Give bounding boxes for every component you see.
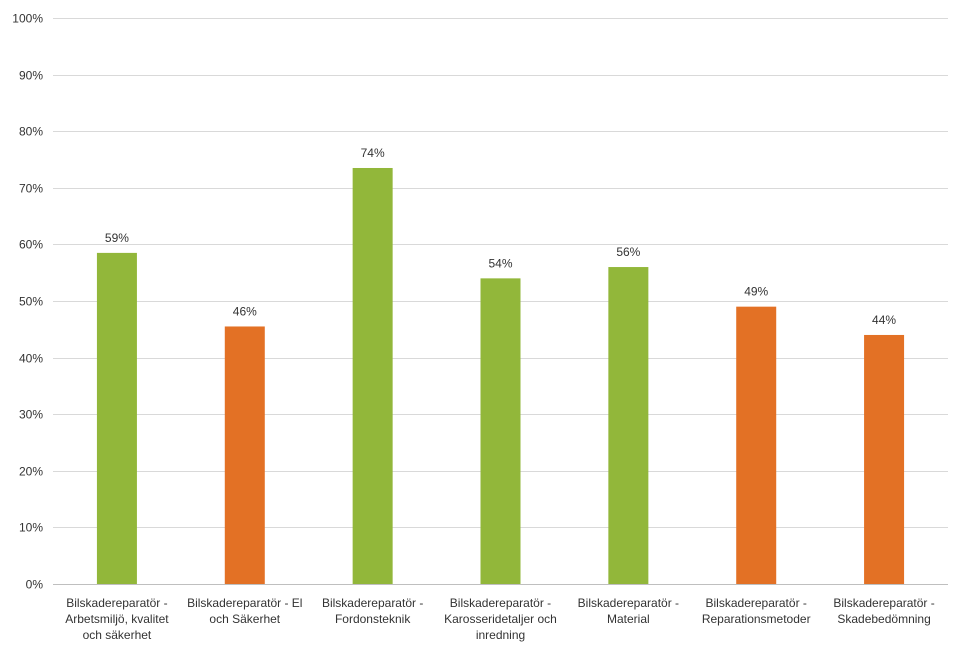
x-category-label: Bilskadereparatör - Arbetsmiljö, kvalitet… bbox=[65, 596, 169, 642]
bars bbox=[96, 167, 905, 585]
bar bbox=[736, 306, 777, 584]
y-tick-label: 50% bbox=[19, 295, 43, 309]
x-category-label-line: Fordonsteknik bbox=[335, 612, 411, 626]
x-category-label-line: inredning bbox=[476, 628, 525, 642]
x-category-label: Bilskadereparatör - Skadebedömning bbox=[833, 596, 934, 626]
bar bbox=[224, 326, 265, 584]
x-category-label-line: och säkerhet bbox=[83, 628, 152, 642]
data-label: 56% bbox=[616, 245, 640, 259]
x-category-label-line: Bilskadereparatör - bbox=[706, 596, 807, 610]
y-tick-label: 10% bbox=[19, 521, 43, 535]
data-label: 44% bbox=[872, 313, 896, 327]
bar bbox=[96, 252, 137, 584]
data-label: 46% bbox=[233, 304, 257, 318]
y-axis-tick-labels: 0% 10% 20% 30% 40% 50% 60% 70% 80% 90% 100% bbox=[12, 12, 43, 592]
bar bbox=[608, 267, 649, 584]
y-tick-label: 30% bbox=[19, 408, 43, 422]
bar bbox=[352, 167, 393, 585]
y-tick-label: 90% bbox=[19, 69, 43, 83]
y-tick-label: 80% bbox=[19, 125, 43, 139]
data-labels: 59% 46% 74% 54% 56% 49% 44% bbox=[105, 146, 896, 327]
x-category-label-line: Bilskadereparatör - El bbox=[187, 596, 302, 610]
x-category-label: Bilskadereparatör - Material bbox=[578, 596, 679, 626]
data-label: 59% bbox=[105, 231, 129, 245]
y-tick-label: 0% bbox=[26, 578, 44, 592]
x-category-label: Bilskadereparatör - Fordonsteknik bbox=[322, 596, 423, 626]
x-category-label-line: Bilskadereparatör - bbox=[322, 596, 423, 610]
x-category-label-line: Bilskadereparatör - bbox=[66, 596, 167, 610]
data-label: 74% bbox=[361, 146, 385, 160]
x-category-label-line: Reparationsmetoder bbox=[702, 612, 811, 626]
x-category-label-line: och Säkerhet bbox=[209, 612, 280, 626]
x-axis-category-labels: Bilskadereparatör - Arbetsmiljö, kvalitet… bbox=[65, 596, 935, 642]
y-tick-label: 70% bbox=[19, 182, 43, 196]
y-tick-label: 60% bbox=[19, 238, 43, 252]
x-category-label-line: Bilskadereparatör - bbox=[578, 596, 679, 610]
x-category-label-line: Arbetsmiljö, kvalitet bbox=[65, 612, 169, 626]
x-category-label: Bilskadereparatör - Reparationsmetoder bbox=[702, 596, 811, 626]
data-label: 54% bbox=[488, 256, 512, 270]
y-tick-label: 100% bbox=[12, 12, 43, 26]
y-tick-label: 20% bbox=[19, 465, 43, 479]
x-category-label-line: Bilskadereparatör - bbox=[833, 596, 934, 610]
x-category-label-line: Karosseridetaljer och bbox=[444, 612, 557, 626]
bar bbox=[864, 334, 905, 584]
x-category-label-line: Material bbox=[607, 612, 650, 626]
x-category-label-line: Skadebedömning bbox=[837, 612, 930, 626]
x-category-label-line: Bilskadereparatör - bbox=[450, 596, 551, 610]
bar bbox=[480, 278, 521, 584]
x-category-label: Bilskadereparatör - Karosseridetaljer och… bbox=[444, 596, 557, 642]
x-category-label: Bilskadereparatör - El och Säkerhet bbox=[187, 596, 302, 626]
y-tick-label: 40% bbox=[19, 352, 43, 366]
data-label: 49% bbox=[744, 285, 768, 299]
